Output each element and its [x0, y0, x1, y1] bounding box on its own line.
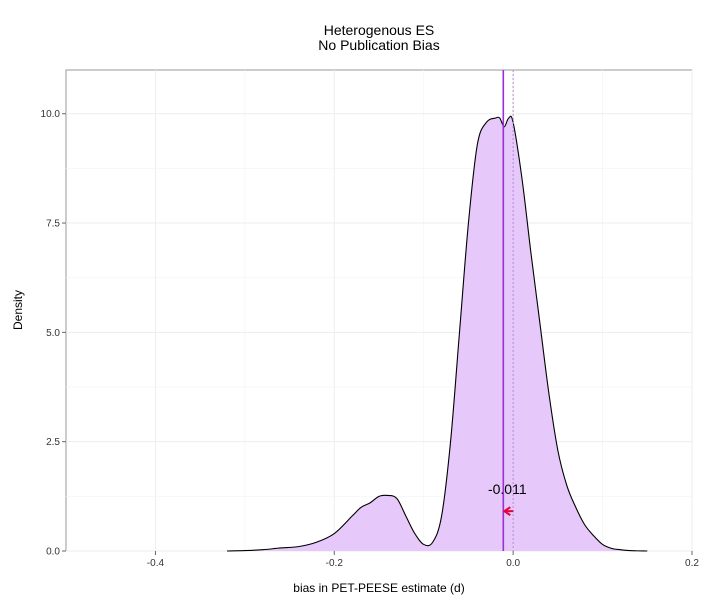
density-fill — [226, 116, 648, 551]
estimate-arrow-head — [502, 506, 511, 516]
x-axis-title: bias in PET-PEESE estimate (d) — [293, 581, 464, 595]
x-tick-label: 0.2 — [685, 558, 699, 569]
estimate-annotation: -0.011 — [488, 481, 527, 516]
chart-title: Heterogenous ES No Publication Bias — [318, 22, 439, 53]
plot-panel — [65, 69, 693, 552]
chart-title-line-1: Heterogenous ES — [324, 22, 435, 38]
x-axis-ticks: -0.4 -0.2 0.0 0.2 — [147, 551, 699, 569]
y-tick-label: 10.0 — [41, 109, 61, 120]
x-tick-label: 0.0 — [506, 558, 520, 569]
density-curve — [226, 115, 648, 552]
chart-title-line-2: No Publication Bias — [318, 37, 439, 53]
y-tick-label: 0.0 — [46, 547, 60, 558]
x-tick-label: -0.2 — [326, 558, 344, 569]
density-area — [226, 115, 648, 552]
y-tick-label: 2.5 — [46, 437, 60, 448]
estimate-label: -0.011 — [488, 481, 527, 497]
y-tick-label: 7.5 — [46, 219, 60, 230]
x-tick-label: -0.4 — [147, 558, 165, 569]
y-axis-ticks: 0.0 2.5 5.0 7.5 10.0 — [41, 109, 66, 558]
y-tick-label: 5.0 — [46, 328, 60, 339]
y-axis-title: Density — [11, 290, 25, 330]
reference-lines — [502, 70, 514, 551]
